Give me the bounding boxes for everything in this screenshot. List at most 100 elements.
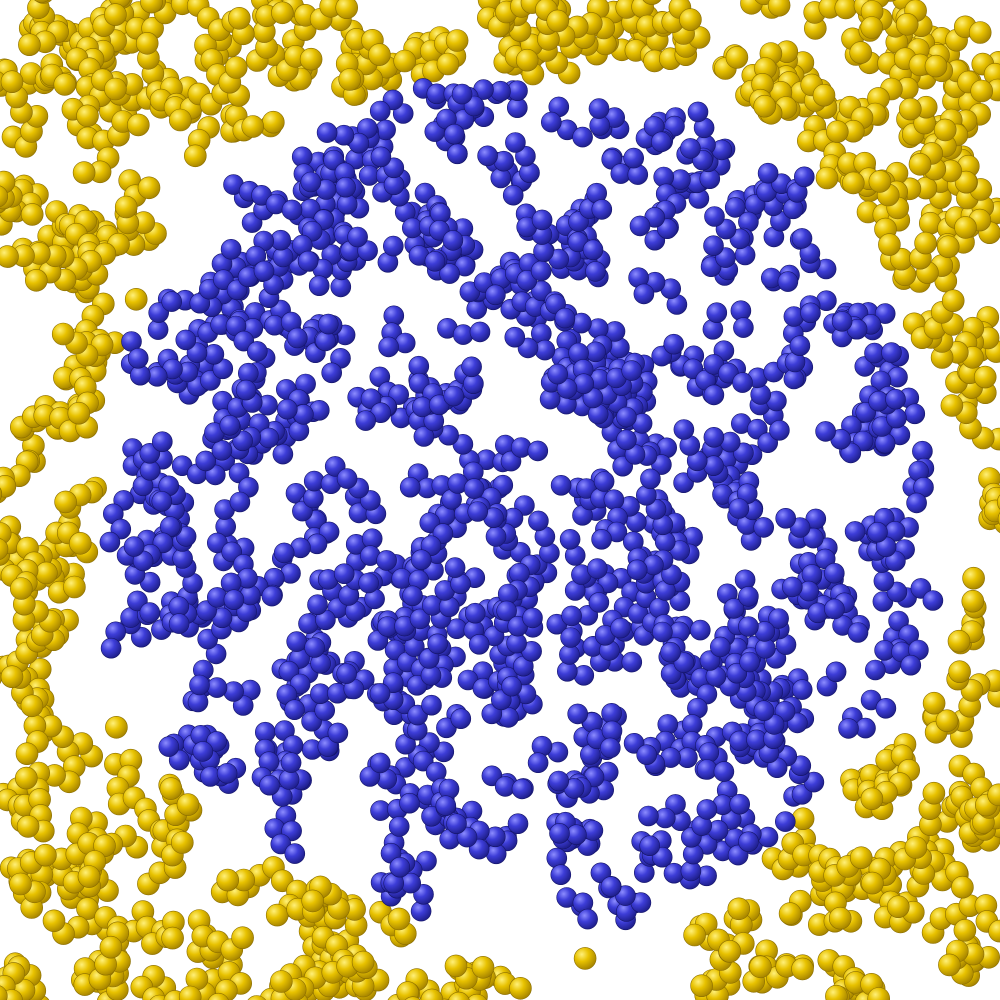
blue-particle [355, 410, 377, 431]
blue-particle [444, 557, 466, 578]
yellow-particle [878, 233, 901, 256]
yellow-particle [861, 871, 884, 895]
yellow-particle [269, 970, 293, 993]
blue-particle [281, 199, 303, 221]
yellow-particle [228, 6, 251, 30]
blue-particle [399, 476, 421, 498]
yellow-particle [867, 987, 890, 1000]
blue-particle [297, 250, 319, 272]
yellow-particle [970, 79, 994, 103]
blue-particle [601, 702, 622, 724]
yellow-particle [886, 895, 910, 919]
yellow-particle [895, 12, 919, 36]
blue-particle [550, 864, 572, 886]
yellow-particle [184, 144, 207, 168]
yellow-particle [436, 52, 460, 76]
blue-particle [906, 492, 927, 514]
blue-particle [774, 811, 796, 832]
yellow-particle [15, 742, 39, 766]
yellow-particle [683, 923, 706, 947]
blue-particle [219, 414, 241, 436]
blue-particle [663, 333, 685, 355]
blue-particle [588, 98, 610, 119]
yellow-particle [898, 97, 922, 121]
blue-particle [867, 521, 888, 543]
blue-particle [577, 908, 598, 930]
yellow-particle [445, 29, 469, 52]
yellow-particle [24, 268, 48, 292]
blue-particle [572, 126, 593, 148]
yellow-particle [77, 865, 101, 888]
yellow-particle [18, 33, 41, 57]
blue-particle [369, 752, 391, 774]
yellow-particle [338, 68, 362, 91]
yellow-particle [961, 589, 985, 613]
blue-particle [358, 572, 379, 594]
yellow-particle [573, 947, 597, 970]
blue-particle [409, 608, 431, 630]
blue-particle [873, 570, 895, 592]
blue-particle [885, 388, 906, 410]
blue-particle [220, 239, 242, 260]
blue-particle [461, 356, 482, 378]
yellow-particle [778, 902, 802, 925]
yellow-particle [35, 561, 58, 585]
blue-particle [540, 111, 562, 133]
yellow-particle [171, 831, 194, 854]
blue-particle [273, 542, 295, 564]
blue-particle [336, 468, 358, 489]
yellow-particle [904, 836, 928, 859]
blue-particle [152, 431, 173, 453]
yellow-particle [940, 394, 964, 417]
yellow-particle [936, 235, 960, 258]
yellow-particle [104, 3, 127, 26]
yellow-particle [16, 815, 40, 838]
yellow-particle [0, 985, 8, 1000]
blue-particle [638, 805, 659, 827]
blue-particle [732, 372, 753, 393]
blue-particle [335, 176, 356, 198]
yellow-particle [546, 9, 570, 33]
yellow-particle [299, 47, 323, 71]
blue-particle [550, 474, 572, 496]
yellow-particle [812, 83, 836, 107]
blue-particle [616, 429, 637, 451]
yellow-particle [127, 113, 150, 137]
yellow-particle [834, 0, 858, 20]
blue-particle [875, 697, 897, 719]
blue-particle [689, 619, 711, 641]
blue-particle [881, 342, 902, 363]
yellow-particle [387, 907, 411, 931]
blue-particle [753, 517, 775, 538]
blue-particle [347, 226, 368, 248]
blue-particle [216, 762, 238, 784]
yellow-particle [727, 897, 751, 921]
yellow-particle [951, 875, 974, 899]
yellow-particle [987, 783, 1000, 807]
blue-particle [585, 261, 606, 282]
blue-particle [527, 440, 549, 462]
blue-particle [724, 197, 746, 218]
blue-particle [640, 468, 661, 490]
blue-particle [616, 406, 637, 428]
blue-particle [713, 761, 735, 782]
blue-particle [591, 528, 612, 550]
blue-particle [413, 426, 435, 447]
blue-particle [168, 613, 190, 634]
blue-particle [284, 699, 305, 721]
blue-particle [451, 83, 473, 105]
yellow-particle [67, 401, 91, 425]
blue-particle [723, 598, 745, 619]
blue-particle [99, 531, 121, 553]
blue-particle [586, 558, 608, 579]
blue-particle [588, 592, 610, 613]
yellow-particle [169, 108, 192, 132]
yellow-particle [914, 231, 937, 255]
blue-particle [139, 602, 161, 623]
blue-particle [838, 718, 859, 739]
blue-particle [623, 147, 645, 169]
blue-particle [652, 621, 673, 643]
yellow-particle [14, 766, 38, 790]
blue-particle [757, 162, 779, 184]
blue-particle [317, 313, 339, 335]
